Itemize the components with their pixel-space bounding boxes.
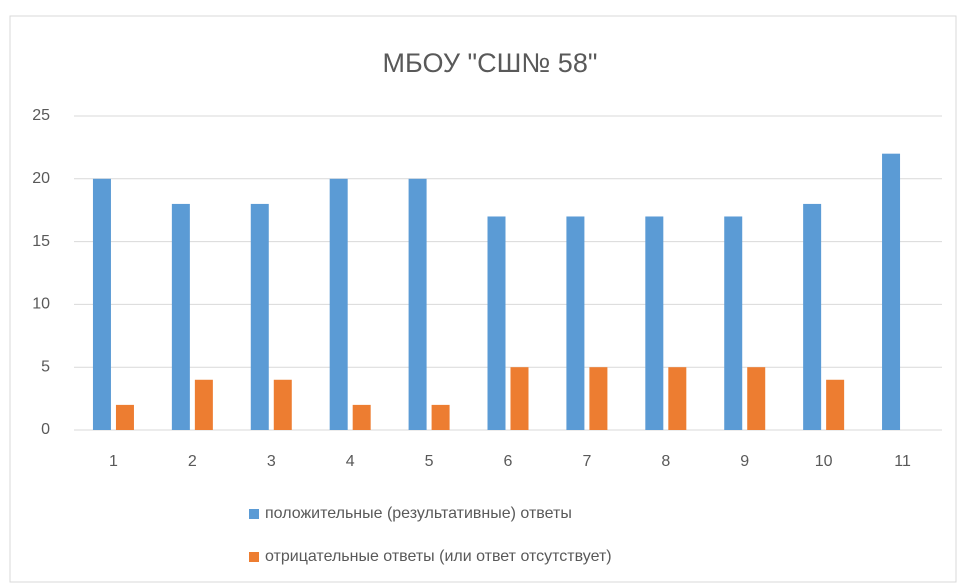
x-tick-label: 1 [109,453,118,470]
x-tick-label: 11 [894,453,911,470]
y-tick-label: 0 [41,421,50,438]
bar [882,153,901,430]
y-tick-label: 10 [32,296,50,313]
bar [589,367,608,430]
bar [668,367,687,430]
bar [92,178,111,430]
bar [352,404,371,430]
bar [566,216,585,430]
bar [171,203,190,430]
x-tick-label: 2 [188,453,197,470]
bar [431,404,450,430]
y-tick-label: 25 [32,107,50,124]
bar [487,216,506,430]
x-tick-label: 5 [425,453,434,470]
legend-label: положительные (результативные) ответы [265,505,572,522]
x-tick-label: 9 [740,453,749,470]
x-tick-label: 3 [267,453,276,470]
y-tick-label: 20 [32,170,50,187]
legend-swatch [249,509,259,519]
x-tick-label: 4 [346,453,355,470]
bar [115,404,134,430]
chart-frame [9,15,957,583]
bar [408,178,427,430]
bar [747,367,766,430]
bar [273,379,292,430]
legend-swatch [249,552,259,562]
y-tick-label: 5 [41,358,50,375]
x-tick-label: 6 [504,453,513,470]
bar [510,367,529,430]
y-tick-label: 15 [32,233,50,250]
bar [645,216,664,430]
legend-label: отрицательные ответы (или ответ отсутств… [265,548,612,565]
x-tick-label: 8 [661,453,670,470]
bar [329,178,348,430]
bar [250,203,269,430]
bar [803,203,822,430]
bar [724,216,743,430]
bar [194,379,213,430]
x-tick-label: 10 [815,453,833,470]
chart-title: МБОУ "СШ№ 58" [383,48,598,78]
bar [826,379,845,430]
x-tick-label: 7 [582,453,591,470]
